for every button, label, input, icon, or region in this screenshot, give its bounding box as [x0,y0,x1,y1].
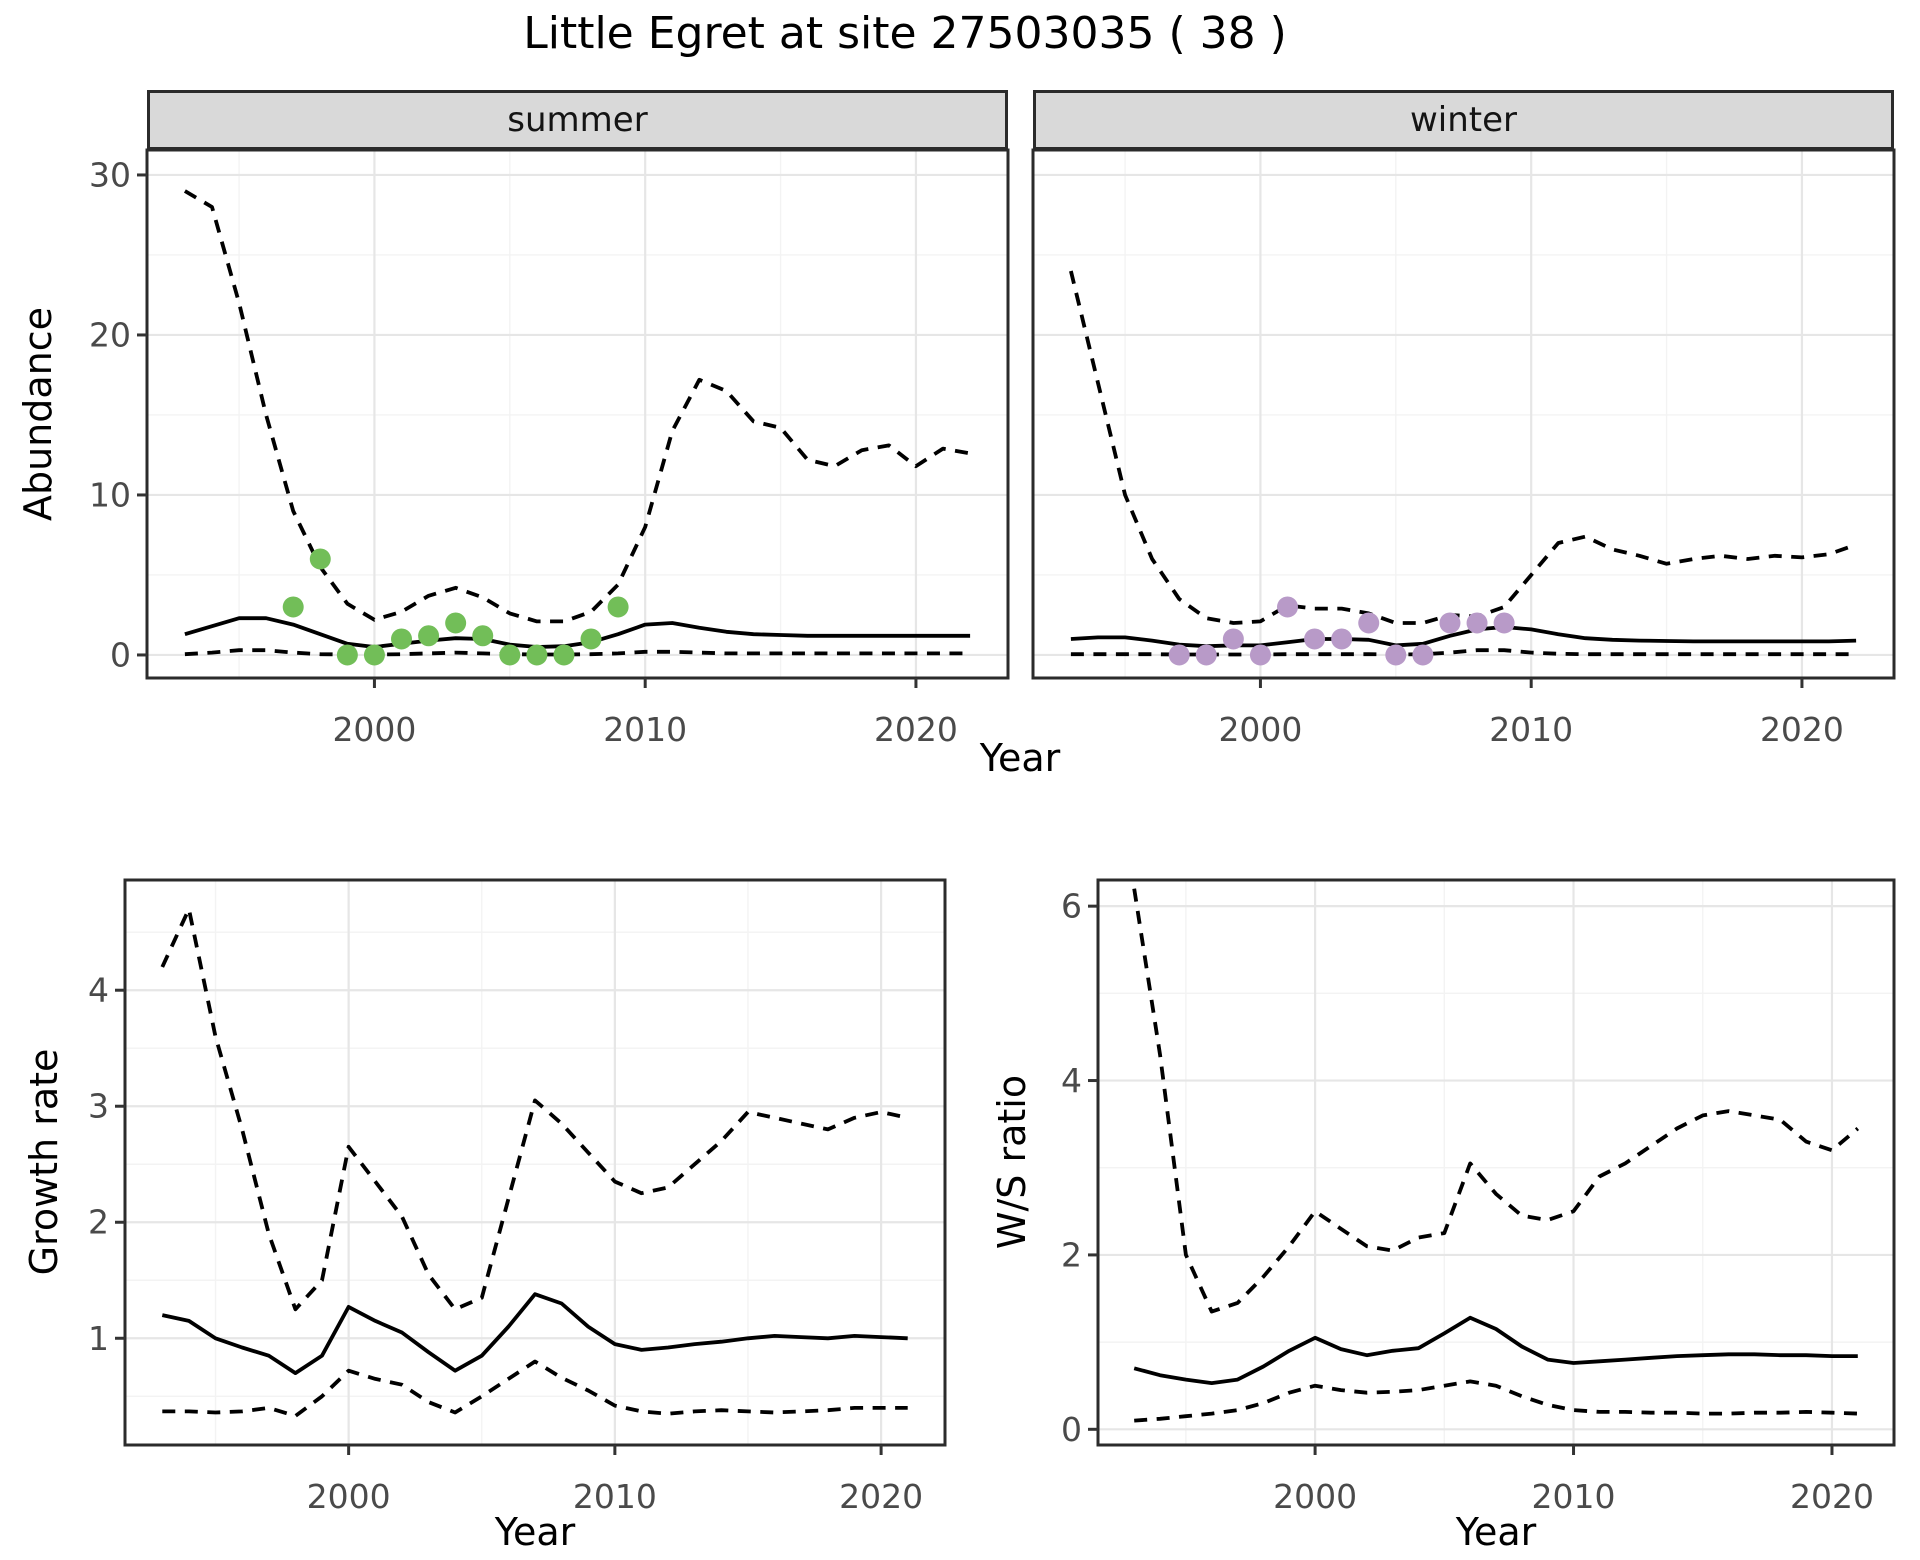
facet-strip-summer: summer [147,90,1008,150]
x-tick-label: 2020 [1760,710,1844,749]
summer-observations-point [309,548,331,570]
facet-strip-winter-label: winter [1409,100,1518,140]
winter-observations-point [1168,644,1190,666]
winter-observations-point [1493,612,1515,634]
y-tick-label: 6 [1061,887,1082,926]
series-lower_95ci [162,1359,908,1418]
summer-observations-point [445,612,467,634]
panel-border [1096,878,1896,1447]
series-lower_95ci [1134,1379,1858,1423]
panel-background [1098,880,1894,1445]
panel-background [147,150,1008,678]
series-lower_95ci [1070,648,1857,657]
y-tick-label: 30 [89,155,131,194]
x-tick-label: 2000 [307,1477,391,1516]
winter-observations-point [1195,644,1217,666]
winter-observations-point [1385,644,1407,666]
y-tick-label: 0 [1061,1410,1082,1449]
x-tick-label: 2010 [1532,1477,1616,1516]
growth-year-axis-title: Year [494,1510,576,1554]
y-tick-label: 2 [88,1203,109,1242]
series-upper_95ci [1069,270,1857,625]
summer-observations-point [553,644,575,666]
panel-winter: 2000 2010 2020 [1031,148,1896,749]
series-median [1133,1315,1858,1385]
summer-observations-point [418,625,440,647]
summer-observations-point [391,628,413,650]
series-upper_95ci [1132,888,1860,1314]
summer-observations-point [499,644,521,666]
summer-observations-point [472,625,494,647]
figure-title: Little Egret at site 27503035 ( 38 ) [523,8,1287,59]
winter-observations-point [1277,596,1299,618]
series-upper_95ci [183,189,971,624]
x-tick-label: 2010 [573,1477,657,1516]
panel-border [145,148,1010,680]
x-tick-label: 2010 [603,710,687,749]
top-year-axis-title: Year [979,736,1061,780]
summer-observations-point [526,644,548,666]
winter-observations-point [1466,612,1488,634]
summer-observations-point [336,644,358,666]
y-tick-label: 4 [1061,1061,1082,1100]
winter-observations-point [1249,644,1271,666]
growth-rate-axis-title: Growth rate [22,1048,66,1276]
y-tick-label: 10 [89,475,131,514]
x-tick-label: 2010 [1489,710,1573,749]
panel-summer: 2000 2010 2020 0 10 20 30 [89,148,1010,749]
y-tick-label: 4 [88,971,109,1010]
x-tick-label: 2000 [1218,710,1302,749]
x-tick-label: 2000 [1273,1477,1357,1516]
series-median [161,1292,908,1375]
series-median [184,616,971,649]
panel-growth-rate: 2000 2010 2020 1 2 3 4 [88,878,947,1516]
abundance-axis-title: Abundance [16,306,60,522]
winter-observations-point [1439,612,1461,634]
panel-border [1031,148,1896,680]
panel-background [125,880,945,1445]
winter-observations-point [1222,628,1244,650]
x-tick-label: 2020 [839,1477,923,1516]
y-tick-label: 20 [89,315,131,354]
winter-observations-point [1304,628,1326,650]
y-tick-label: 0 [110,635,131,674]
y-tick-label: 2 [1061,1235,1082,1274]
y-tick-label: 3 [88,1087,109,1126]
x-tick-label: 2020 [874,710,958,749]
series-lower_95ci [184,648,971,657]
facet-strip-winter: winter [1033,90,1894,150]
y-tick-label: 1 [88,1319,109,1358]
ws-ratio-axis-title: W/S ratio [990,1074,1034,1250]
facet-strip-summer-label: summer [507,100,648,140]
panel-background [1033,150,1894,678]
summer-observations-point [607,596,629,618]
panel-border [123,878,947,1447]
winter-observations-point [1412,644,1434,666]
panel-w-s-ratio: 2000 2010 2020 0 2 4 6 [1061,878,1896,1516]
series-upper_95ci [160,907,909,1312]
summer-observations-point [282,596,304,618]
summer-observations-point [363,644,385,666]
x-tick-label: 2020 [1790,1477,1874,1516]
winter-observations-point [1331,628,1353,650]
ws-year-axis-title: Year [1455,1510,1537,1554]
x-tick-label: 2000 [332,710,416,749]
summer-observations-point [580,628,602,650]
winter-observations-point [1358,612,1380,634]
